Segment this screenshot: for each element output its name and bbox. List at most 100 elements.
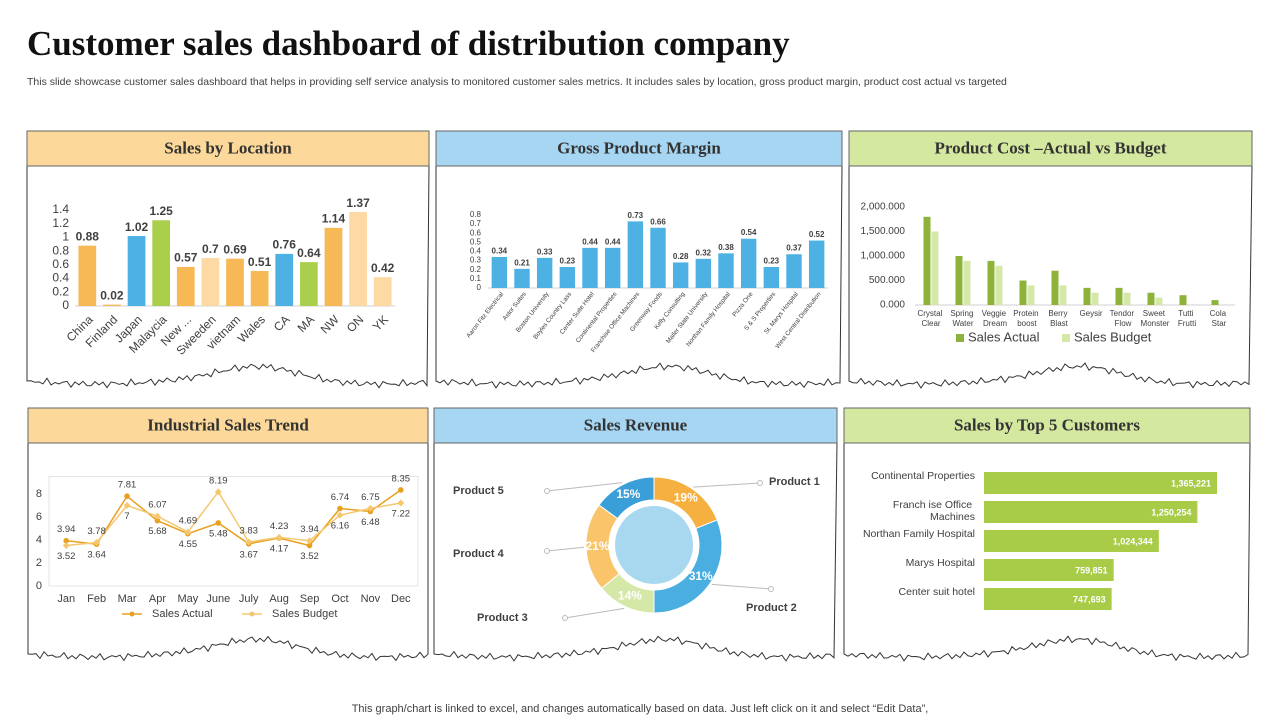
panel-header [435,130,843,167]
data-label: 0.69 [223,242,247,256]
y-tick-label: 1.2 [52,216,69,230]
data-label: 4.23 [270,521,289,532]
bar [176,266,195,306]
leader-dot [544,548,550,554]
x-tick-label: Feb [87,593,106,605]
y-tick-label: 1 [62,230,69,244]
data-label: 4.55 [179,539,198,550]
bar [1051,270,1059,305]
bar [808,240,825,288]
data-label: 1.14 [322,212,346,226]
bar [695,258,712,288]
bar [672,262,689,288]
bar [1123,292,1131,305]
data-label: 0.37 [786,244,802,253]
x-tick-label: May [177,593,198,605]
y-tick-label: 8 [36,488,42,500]
x-tick-label: Dec [391,593,411,605]
leader-line [546,546,585,552]
bar [349,212,367,306]
y-tick-label: 1.4 [52,202,69,216]
legend-swatch [956,334,964,342]
bar [491,256,508,288]
x-tick-label: Tendor Flow [1110,309,1137,328]
footer: This graph/chart is linked to excel, and… [352,703,929,715]
y-tick-label: 0.6 [52,257,69,271]
data-label: 1,250,254 [1151,507,1191,517]
data-label: 7.22 [392,508,411,519]
x-tick-label: Jan [57,593,75,605]
marker [153,512,161,520]
data-label: 0.02 [100,288,124,302]
x-tick-label: Veggie Dream [982,309,1009,328]
data-label: 4.17 [270,544,289,555]
x-tick-label: July [239,593,259,605]
marker [63,537,70,544]
leader-line [693,482,761,488]
x-tick-label: Berry Blast [1048,309,1069,328]
bar [650,227,666,288]
panel-header [433,407,838,444]
leader-line [546,482,623,492]
data-label: 0.23 [560,257,576,266]
panel-header [843,407,1251,444]
marker [275,533,283,541]
marker [184,528,192,536]
data-label: 8.35 [392,473,411,484]
bar [604,247,621,288]
legend-label: Sales Actual [152,608,213,620]
legend-label: Sales Budget [1074,329,1152,344]
bar [127,236,146,306]
bar [299,262,318,306]
data-label: 3.78 [87,526,106,537]
slice-label: 15% [616,487,640,501]
marker [397,487,404,493]
legend-marker [129,611,135,617]
bar [78,245,97,306]
y-tick-label: 0.4 [470,247,482,256]
bar [740,238,757,288]
data-label: 3.67 [239,549,258,560]
y-tick-label: 0.2 [470,265,482,274]
data-label: 0.38 [718,243,734,252]
data-label: 7 [124,511,129,522]
data-label: 0.33 [537,247,553,256]
data-label: 6.74 [331,492,350,503]
data-label: 0.88 [76,229,100,243]
y-tick-label: Northan Family Hospital [863,528,975,540]
data-label: 3.64 [87,550,106,561]
bar [1019,280,1027,305]
y-tick-label: 0.6 [470,228,482,237]
y-tick-label: 0.8 [470,210,482,219]
panel-title: Product Cost –Actual vs Budget [934,138,1166,157]
data-label: 759,851 [1075,565,1108,575]
data-label: 1,024,344 [1113,536,1153,546]
category-label: Product 3 [477,612,528,624]
data-label: 0.34 [492,246,508,255]
leader-line [711,583,772,590]
y-tick-label: 4 [36,534,42,546]
y-tick-label: 0.5 [470,237,482,246]
data-label: 0.7 [202,242,219,256]
bar [1083,287,1091,305]
data-label: 6.48 [361,517,380,528]
marker [397,499,405,507]
y-tick-label: 0.000 [880,300,905,311]
page-subtitle: This slide showcase customer sales dashb… [27,76,1007,88]
legend-label: Sales Actual [968,329,1040,344]
data-label: 0.44 [605,237,621,246]
bar [1115,287,1123,305]
panel-title: Industrial Sales Trend [147,415,309,434]
category-label: Product 2 [746,602,797,614]
bar [324,227,343,306]
donut-center [615,506,693,584]
bar [275,253,294,306]
x-tick-label: Nov [361,593,381,605]
y-tick-label: 1,000.000 [861,251,906,262]
leader-dot [757,480,763,486]
marker [245,538,253,546]
bar [1155,297,1163,305]
page-title: Customer sales dashboard of distribution… [27,24,790,63]
legend-marker [249,611,255,617]
